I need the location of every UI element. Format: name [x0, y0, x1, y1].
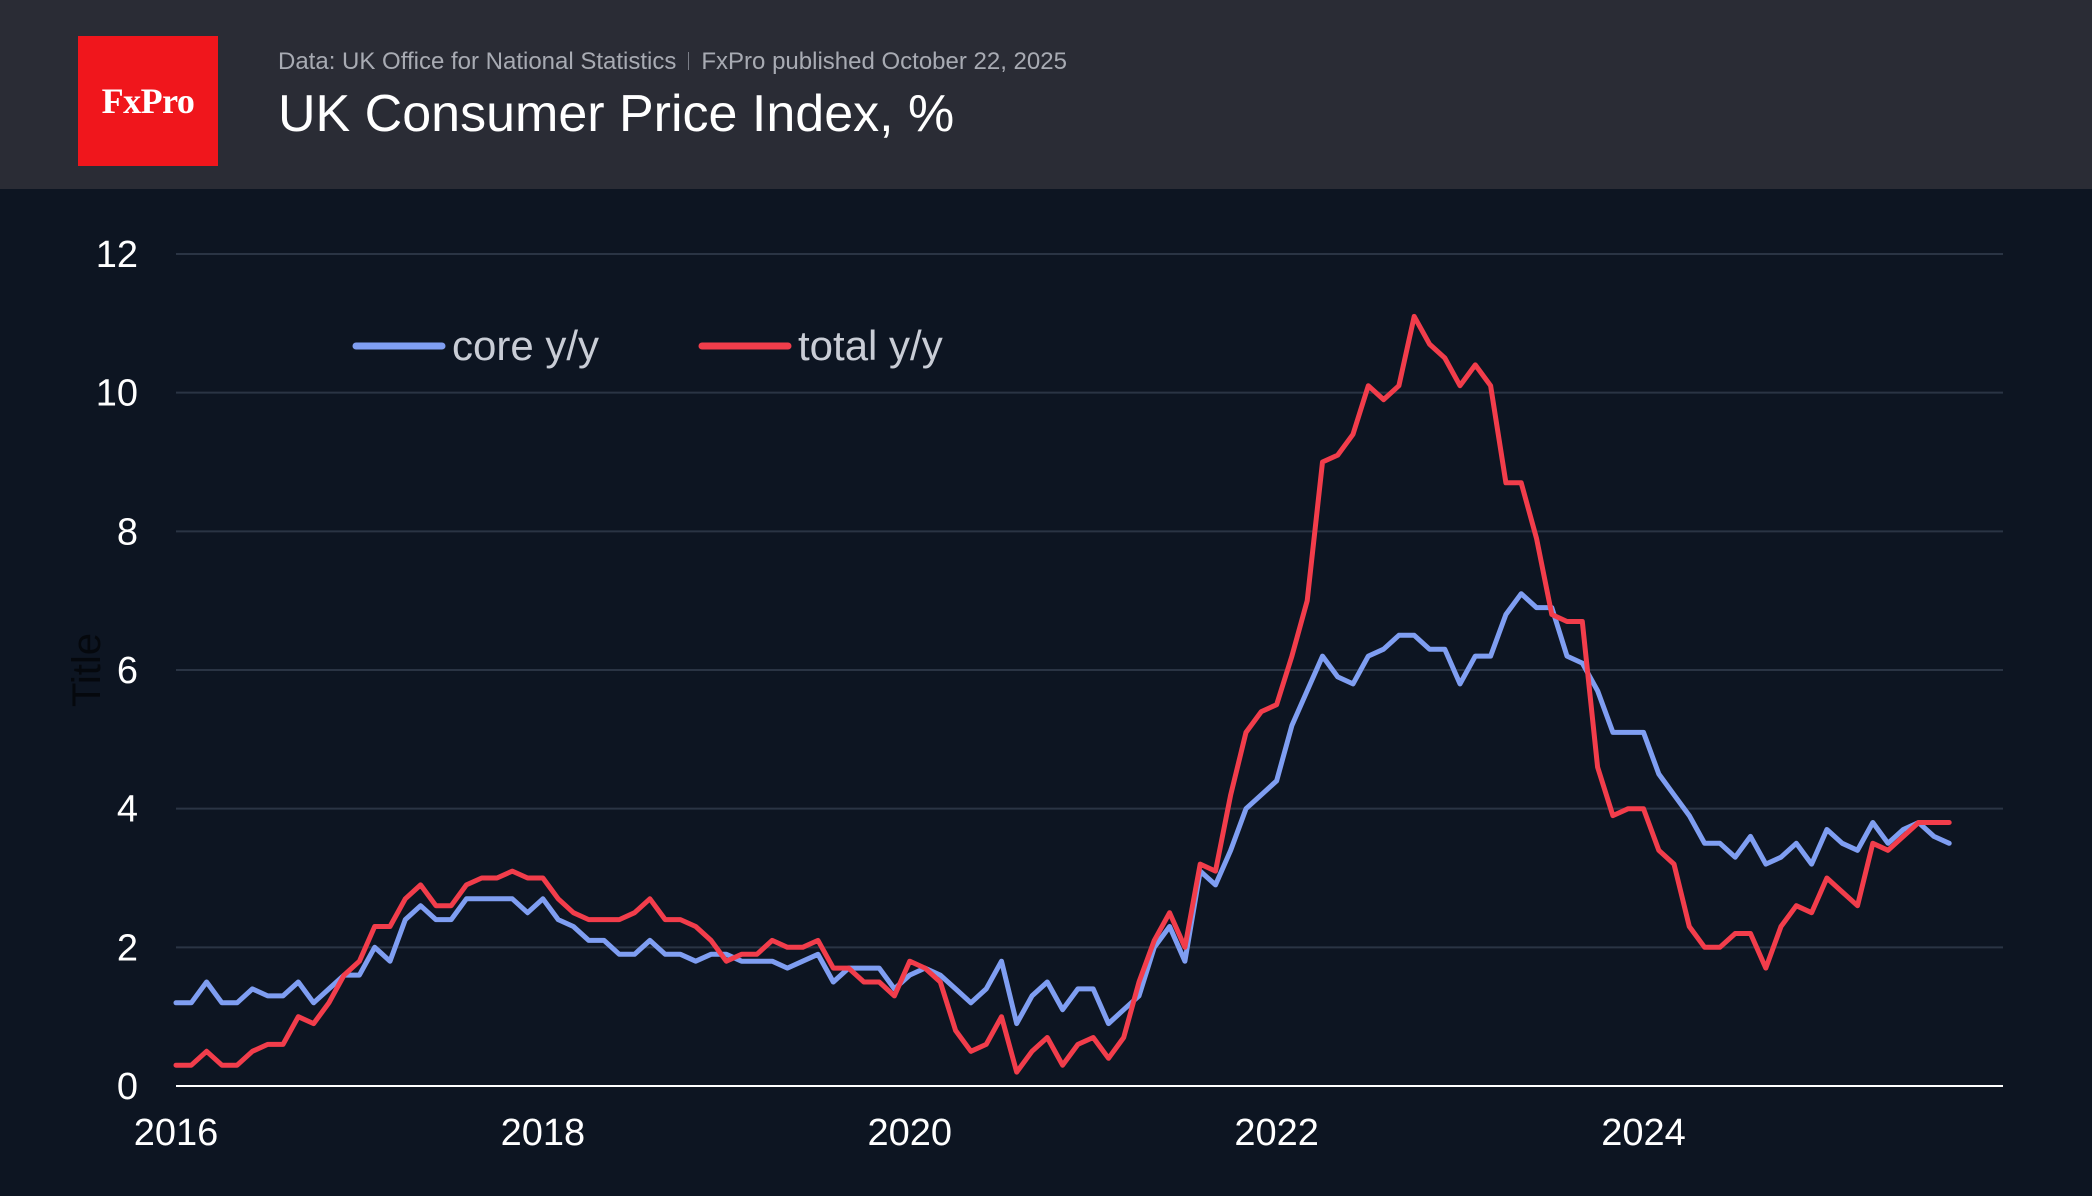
x-tick-label: 2024 [1601, 1112, 1686, 1154]
y-tick-label: 8 [117, 511, 138, 553]
x-axis-ticks: 2016 2018 2020 2022 2024 [134, 1112, 1686, 1154]
series-line-total [173, 313, 1952, 1075]
chart-header: FxPro Data: UK Office for National Stati… [0, 0, 2092, 189]
x-tick-label: 2018 [501, 1112, 586, 1154]
y-axis-label: Title [65, 633, 109, 707]
y-tick-label: 6 [117, 650, 138, 692]
x-tick-label: 2022 [1234, 1112, 1319, 1154]
published-date: FxPro published October 22, 2025 [701, 48, 1067, 75]
series-line-core [173, 591, 1952, 1027]
grid-lines [176, 253, 2003, 1087]
y-tick-label: 2 [117, 927, 138, 969]
fxpro-logo: FxPro [78, 36, 218, 166]
y-tick-label: 0 [117, 1066, 138, 1108]
legend-label-total: total y/y [798, 322, 943, 369]
y-axis-ticks: 0 2 4 6 8 10 12 [96, 234, 138, 1108]
logo-text: FxPro [101, 81, 195, 121]
cpi-line-chart: 0 2 4 6 8 10 12 2016 2018 2020 2022 2024 Title cor… [65, 234, 2003, 1154]
y-tick-label: 4 [117, 789, 138, 831]
source-line: Data: UK Office for National Statistics F… [278, 48, 1067, 76]
legend: core y/y total y/y [352, 322, 943, 369]
x-tick-label: 2016 [134, 1112, 219, 1154]
data-source: Data: UK Office for National Statistics [278, 48, 677, 75]
y-tick-label: 10 [96, 373, 138, 415]
chart-title: UK Consumer Price Index, % [278, 85, 955, 143]
separator [688, 52, 690, 70]
legend-label-core: core y/y [452, 322, 599, 369]
series-lines [173, 313, 1952, 1075]
x-tick-label: 2020 [867, 1112, 952, 1154]
y-tick-label: 12 [96, 234, 138, 276]
